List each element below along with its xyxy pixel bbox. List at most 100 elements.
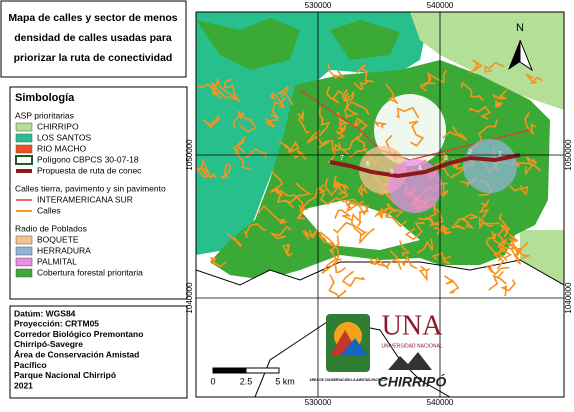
road <box>232 110 243 129</box>
legend-item: HERRADURA <box>37 245 91 255</box>
route-label: 7 <box>340 155 344 162</box>
road <box>302 229 318 240</box>
road <box>443 275 460 294</box>
road <box>334 209 353 222</box>
road <box>424 216 440 226</box>
road <box>318 107 331 137</box>
road <box>256 204 288 225</box>
legend-heading: Radio de Poblados <box>15 223 87 233</box>
legend-swatch <box>15 246 33 256</box>
road <box>235 147 252 171</box>
legend-item: Propuesta de ruta de conec <box>37 165 142 175</box>
road <box>431 252 452 265</box>
road <box>344 198 355 213</box>
road <box>492 89 508 100</box>
scale-label: 5 km <box>275 376 295 386</box>
route <box>329 153 521 179</box>
road <box>332 221 366 234</box>
road <box>484 61 505 74</box>
road <box>270 96 286 119</box>
title-line: Mapa de calles y sector de menos <box>8 12 177 24</box>
y-coord-label: 1040000 <box>185 282 194 314</box>
road <box>209 257 227 268</box>
acla-logo: ÁREA DE CONSERVACIÓN LA AMISTAD-PACÍFICO <box>310 314 387 382</box>
road <box>232 136 246 156</box>
info-line: Proyección: CRTM05 <box>14 319 99 329</box>
legend-item: CHIRRIPO <box>37 121 79 131</box>
legend-swatch <box>15 257 33 267</box>
road <box>198 82 228 100</box>
road <box>327 63 346 79</box>
legend-swatch <box>15 268 33 278</box>
road <box>223 78 240 103</box>
road <box>486 263 510 276</box>
road <box>418 265 431 282</box>
road <box>374 206 397 220</box>
chirripo-logo: CHIRRIPÓ <box>378 352 446 390</box>
una-logo: UNA UNIVERSIDAD NACIONAL <box>381 310 443 349</box>
legend-swatch <box>15 235 33 245</box>
info-line: Parque Nacional Chirripó <box>14 370 116 380</box>
road <box>396 106 420 119</box>
road <box>273 188 304 212</box>
road <box>298 187 327 212</box>
legend-heading: ASP prioritarias <box>15 110 74 120</box>
road <box>329 242 347 274</box>
map-frame <box>195 11 565 398</box>
road <box>524 112 537 135</box>
road <box>336 111 347 133</box>
legend-swatch <box>15 122 33 132</box>
road <box>369 250 400 268</box>
x-coord-label: 540000 <box>427 1 454 10</box>
road <box>350 213 367 236</box>
road <box>283 182 312 203</box>
title-line: priorizar la ruta de conectividad <box>14 52 173 64</box>
road <box>478 199 490 220</box>
road <box>498 213 511 238</box>
legend-item: RIO MACHO <box>37 143 87 153</box>
info-box <box>9 305 188 399</box>
x-coord-label: 530000 <box>305 398 332 407</box>
legend-item: INTERAMERICANA SUR <box>37 194 133 204</box>
y-coord-label: 1040000 <box>564 282 573 314</box>
title-line: densidad de calles usadas para <box>14 32 172 44</box>
legend-item: Calles <box>37 205 61 215</box>
legend-item: LOS SANTOS <box>37 132 91 142</box>
road <box>396 254 418 271</box>
road <box>369 256 390 270</box>
road <box>243 222 267 238</box>
road <box>524 156 537 176</box>
road <box>244 148 267 159</box>
road <box>278 141 300 154</box>
road <box>269 225 292 239</box>
road <box>276 85 294 106</box>
route-label: 1 <box>498 151 502 158</box>
road <box>468 105 492 121</box>
road <box>358 227 376 244</box>
road <box>508 234 519 247</box>
road <box>404 222 425 241</box>
road <box>343 91 355 102</box>
road <box>450 217 469 230</box>
road <box>416 238 434 254</box>
road <box>344 100 370 118</box>
road <box>433 224 450 235</box>
road <box>385 84 399 105</box>
forest-2 <box>196 18 300 70</box>
north-label: N <box>516 22 524 34</box>
road <box>513 248 523 265</box>
road <box>353 117 369 134</box>
map: 7 6 5 4 3 2 1 <box>196 12 564 397</box>
scale-label: 2.5 <box>240 376 253 386</box>
road <box>282 243 293 258</box>
title: Mapa de calles y sector de menos densidad… <box>8 12 177 64</box>
info-line: Pacífico <box>14 360 47 370</box>
route-label: 2 <box>468 149 472 156</box>
title-box <box>0 0 187 78</box>
road <box>399 240 411 257</box>
info-line: Corredor Biológico Premontano <box>14 329 143 339</box>
road <box>216 78 238 101</box>
cbpcs-polygon <box>196 259 564 397</box>
road <box>496 245 522 256</box>
